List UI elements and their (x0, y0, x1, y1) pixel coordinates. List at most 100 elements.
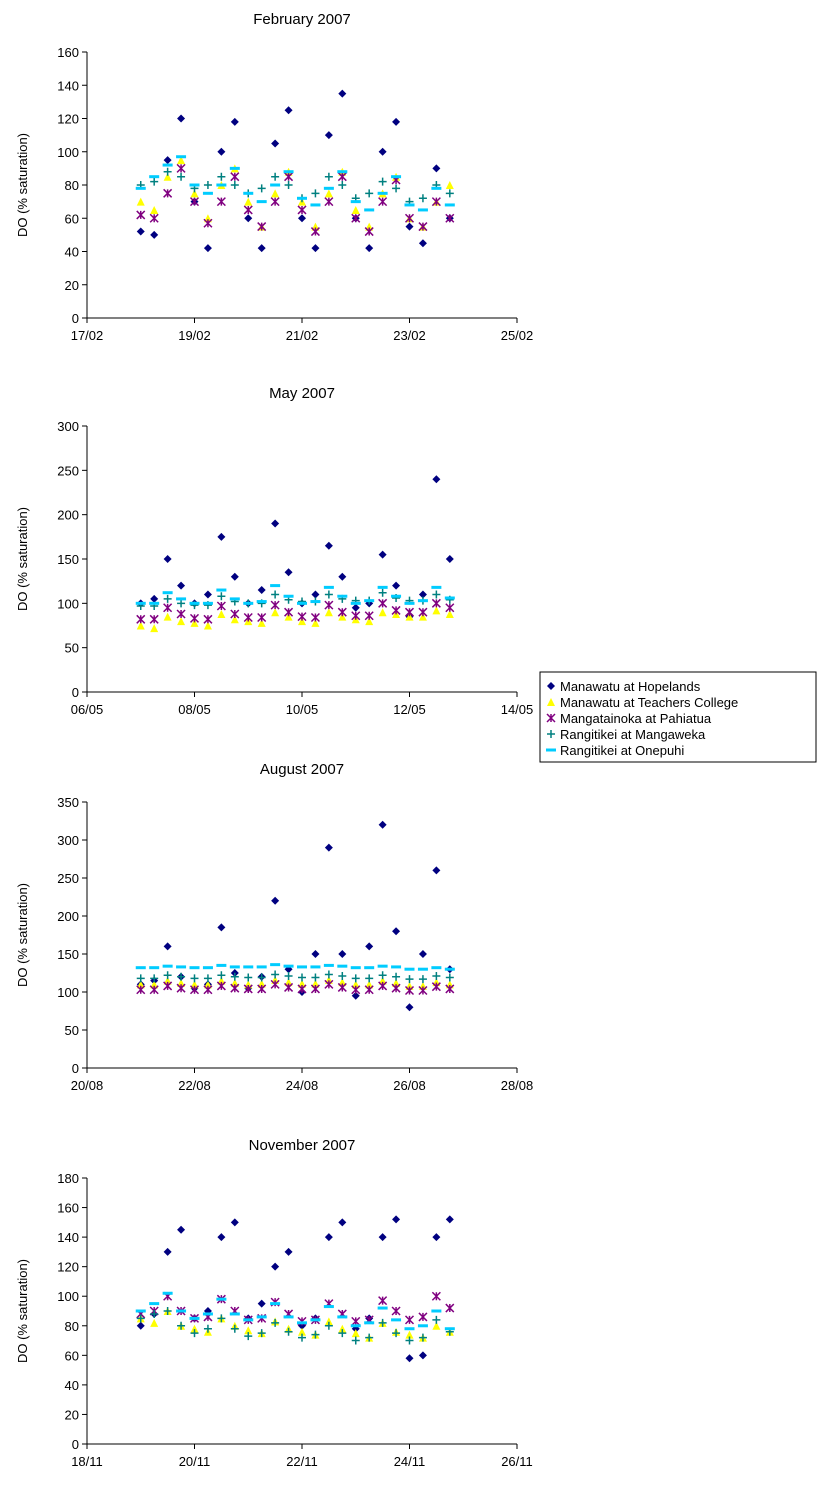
marker (163, 942, 172, 951)
marker (417, 208, 428, 212)
marker (547, 730, 555, 738)
marker (136, 227, 145, 236)
y-tick-label: 150 (57, 552, 79, 567)
marker (364, 208, 375, 212)
chart-title: May 2007 (269, 385, 335, 402)
y-tick-label: 40 (65, 1378, 79, 1393)
marker (150, 624, 159, 633)
y-tick-label: 300 (57, 833, 79, 848)
marker (444, 203, 455, 207)
marker (136, 980, 145, 989)
marker (391, 1318, 402, 1322)
marker (257, 586, 266, 595)
marker (324, 197, 334, 207)
marker (135, 1309, 146, 1313)
marker (190, 189, 199, 198)
marker (405, 612, 414, 621)
marker (365, 1333, 374, 1342)
marker (404, 967, 415, 971)
marker (404, 985, 415, 996)
x-tick-label: 08/05 (178, 702, 211, 717)
marker (149, 966, 160, 970)
marker (323, 1305, 334, 1309)
marker (377, 585, 388, 589)
y-tick-label: 140 (57, 78, 79, 93)
marker (405, 1330, 414, 1339)
marker (418, 612, 427, 621)
marker (243, 612, 253, 623)
y-tick-label: 150 (57, 947, 79, 962)
x-tick-label: 22/08 (178, 1078, 211, 1093)
legend-box (539, 671, 817, 763)
marker (311, 189, 320, 198)
marker (310, 600, 321, 604)
marker (324, 1233, 333, 1242)
marker (378, 598, 388, 608)
marker (418, 590, 427, 599)
marker (163, 976, 172, 985)
marker (351, 1336, 360, 1345)
marker (417, 967, 428, 971)
marker (177, 599, 186, 608)
marker (350, 200, 361, 204)
marker (176, 1309, 187, 1313)
y-tick-label: 120 (57, 1260, 79, 1275)
marker (203, 590, 212, 599)
marker (431, 585, 442, 589)
marker (311, 973, 320, 982)
marker (271, 590, 280, 599)
marker (230, 615, 239, 624)
marker (378, 177, 387, 186)
marker (149, 175, 160, 179)
marker (177, 1225, 186, 1234)
marker (377, 964, 388, 968)
y-tick-label: 20 (65, 1407, 79, 1422)
marker (230, 172, 240, 182)
marker (163, 594, 172, 603)
marker (257, 184, 266, 193)
marker (163, 156, 172, 165)
marker (136, 974, 145, 983)
marker (202, 966, 213, 970)
marker (444, 596, 455, 600)
marker (418, 1312, 428, 1322)
marker (216, 588, 227, 592)
y-tick-label: 60 (65, 1348, 79, 1363)
marker (257, 618, 266, 627)
marker (337, 982, 347, 992)
marker (162, 964, 173, 968)
marker (324, 189, 333, 198)
marker (338, 572, 347, 581)
marker (391, 605, 401, 615)
marker (404, 1327, 415, 1331)
marker (338, 181, 347, 189)
marker (230, 983, 240, 993)
marker (418, 222, 428, 232)
marker (350, 966, 361, 970)
marker (216, 601, 226, 611)
marker (404, 601, 415, 605)
marker (177, 156, 186, 165)
legend-label: Mangatainoka at Pahiatua (560, 711, 712, 726)
marker (391, 983, 401, 993)
marker (162, 163, 173, 167)
marker (163, 603, 173, 613)
y-axis-label: DO (% saturation) (15, 133, 30, 237)
marker (163, 612, 172, 621)
marker (244, 973, 253, 982)
marker (176, 609, 186, 619)
marker (365, 980, 374, 989)
marker (351, 985, 361, 995)
marker (310, 965, 321, 969)
marker (177, 581, 186, 590)
marker (338, 1329, 347, 1338)
marker (136, 1321, 145, 1330)
marker (298, 973, 306, 982)
marker (202, 191, 213, 195)
marker (190, 974, 199, 983)
marker (431, 966, 442, 970)
marker (377, 1306, 388, 1310)
marker (364, 611, 374, 621)
x-tick-label: 21/02 (286, 328, 319, 343)
marker (284, 607, 294, 617)
